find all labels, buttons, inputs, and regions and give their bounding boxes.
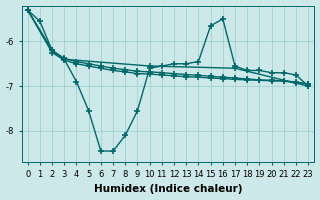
X-axis label: Humidex (Indice chaleur): Humidex (Indice chaleur) <box>94 184 242 194</box>
